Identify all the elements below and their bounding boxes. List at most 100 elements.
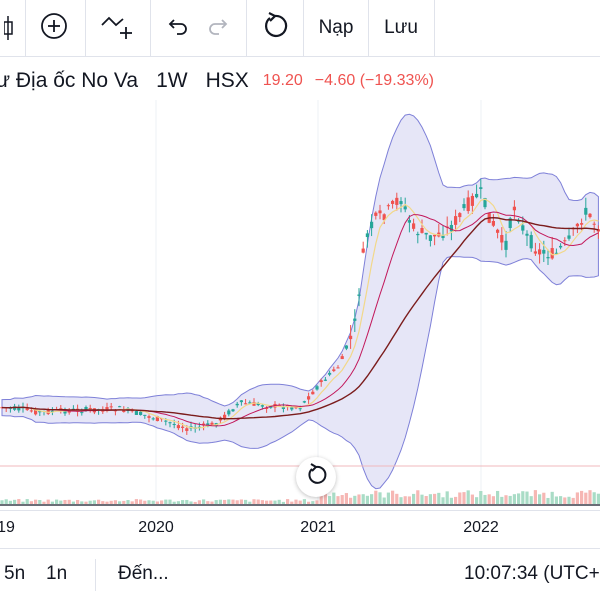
volume-bar <box>311 501 315 504</box>
volume-bar <box>517 493 521 504</box>
candle-body <box>294 407 298 409</box>
volume-bar <box>17 499 21 504</box>
x-tick-2021: 2021 <box>300 519 336 536</box>
volume-bar <box>294 499 298 504</box>
volume-bar <box>458 492 462 504</box>
volume-bar <box>588 490 592 504</box>
goto-date-button[interactable]: Đến... <box>118 563 169 584</box>
volume-bar <box>584 492 588 504</box>
candle-body <box>319 380 323 383</box>
time-axis[interactable]: 19 2020 2021 2022 <box>0 510 600 549</box>
volume-bar <box>370 494 374 504</box>
volume-bar <box>256 499 260 504</box>
candle-body <box>546 257 550 259</box>
candle-body <box>105 407 109 412</box>
volume-bar <box>403 496 407 504</box>
load-button[interactable]: Nạp <box>304 0 368 56</box>
candle-body <box>168 422 172 424</box>
add-indicator-button[interactable] <box>26 0 82 56</box>
range-5-years[interactable]: 5n <box>4 563 26 584</box>
redo-button[interactable] <box>198 0 238 56</box>
circle-plus-icon <box>39 11 69 46</box>
candle-body <box>491 220 495 226</box>
volume-bar <box>496 490 500 504</box>
volume-bar <box>483 494 487 504</box>
exchange-label: HSX <box>205 69 249 92</box>
undo-button[interactable] <box>158 0 198 56</box>
load-label: Nạp <box>318 17 354 38</box>
volume-bar <box>97 499 101 504</box>
volume-bar <box>575 492 579 504</box>
candle-body <box>176 425 180 429</box>
volume-bar <box>470 494 474 504</box>
volume-bar <box>248 501 252 504</box>
volume-bar <box>101 501 105 504</box>
volume-bar <box>521 491 525 504</box>
save-label: Lưu <box>384 17 418 38</box>
compare-button[interactable] <box>86 0 148 56</box>
volume-bar <box>437 492 441 504</box>
volume-bar <box>454 496 458 504</box>
symbol-name[interactable]: ư Địa ốc No Va <box>0 69 139 92</box>
candle-body <box>252 402 256 406</box>
volume-bar <box>449 497 453 504</box>
volume-bar <box>50 501 54 504</box>
candle-body <box>533 251 537 254</box>
volume-bar <box>336 496 340 504</box>
volume-bar <box>559 496 563 504</box>
bollinger-band <box>1 113 599 490</box>
volume-bar <box>273 500 277 504</box>
price-chart[interactable] <box>0 100 600 510</box>
candle-body <box>265 407 269 409</box>
volume-bar <box>126 500 130 504</box>
volume-bar <box>529 496 533 504</box>
volume-bar <box>315 500 319 504</box>
candle-body <box>559 245 563 248</box>
volume-bar <box>277 499 281 504</box>
candle-body <box>155 416 159 422</box>
volume-bar <box>172 501 176 504</box>
volume-bar <box>147 500 151 504</box>
volume-bar <box>105 501 109 504</box>
candle-body <box>378 210 382 214</box>
volume-bar <box>286 499 290 504</box>
candle-body <box>470 195 474 206</box>
volume-bar <box>29 501 33 504</box>
volume-bar <box>399 497 403 504</box>
candle-body <box>302 401 306 403</box>
candle-body <box>143 414 147 416</box>
timeframe-label[interactable]: 1W <box>156 69 188 92</box>
candle-body <box>139 411 143 416</box>
reset-chart-button[interactable] <box>296 457 336 497</box>
refresh-button[interactable] <box>247 0 303 56</box>
candle-body <box>29 410 33 412</box>
save-button[interactable]: Lưu <box>369 0 433 56</box>
volume-bar <box>193 501 197 504</box>
volume-bar <box>88 500 92 504</box>
candle-body <box>466 197 470 212</box>
candle-body <box>386 205 390 207</box>
volume-bar <box>374 490 378 504</box>
candlestick-icon[interactable] <box>0 0 24 56</box>
volume-bar <box>122 500 126 504</box>
candle-body <box>449 224 453 232</box>
chart-grid <box>155 100 482 505</box>
volume-bar <box>63 499 67 504</box>
candle-body <box>147 416 151 418</box>
candle-body <box>512 206 516 211</box>
volume-bar <box>344 493 348 504</box>
clock-timezone[interactable]: 10:07:34 (UTC+ <box>464 563 600 584</box>
range-1-year[interactable]: 1n <box>46 563 68 584</box>
candle-body <box>172 424 176 426</box>
volume-bar <box>361 494 365 504</box>
candle-body <box>290 407 294 410</box>
volume-bar <box>475 497 479 504</box>
volume-bar <box>596 493 600 504</box>
candle-body <box>349 335 353 340</box>
volume-bar <box>500 496 504 504</box>
candle-body <box>521 225 525 231</box>
candle-body <box>328 372 332 375</box>
candle-body <box>134 411 138 415</box>
volume-bar <box>59 500 63 504</box>
candle-body <box>248 402 252 404</box>
